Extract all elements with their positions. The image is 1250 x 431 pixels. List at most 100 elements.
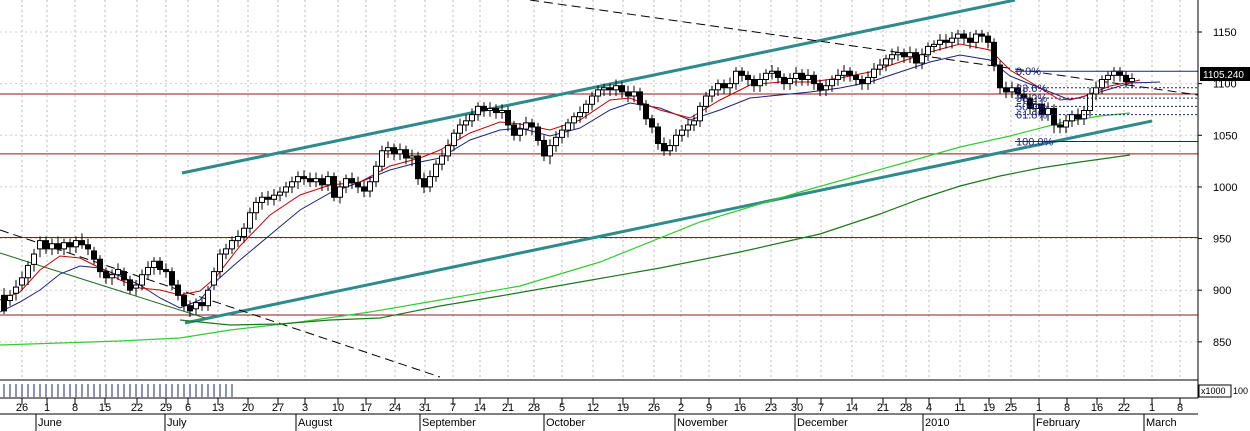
candle (961, 29, 967, 45)
candle (1075, 108, 1081, 125)
candle-body (865, 76, 871, 85)
candle (901, 48, 907, 63)
candle (403, 145, 409, 165)
candle (865, 71, 871, 90)
candle (763, 69, 769, 86)
candle-body (631, 91, 637, 97)
candle-body (259, 196, 265, 203)
volume-unit-box: x1000 100 (1198, 384, 1248, 398)
candle (649, 114, 655, 134)
candle (283, 181, 289, 198)
candle-body (835, 74, 841, 81)
candle (541, 135, 547, 162)
candle-body (997, 64, 1003, 89)
candle-body (1015, 87, 1021, 95)
ma-200-light (0, 112, 1131, 346)
candle-body (613, 85, 619, 91)
candle (331, 172, 337, 202)
candle-body (67, 242, 73, 248)
candlesticks (1, 29, 1135, 318)
candle (583, 100, 589, 119)
candle (385, 141, 391, 159)
candle-body (805, 74, 811, 81)
candle-body (1051, 107, 1057, 126)
candle-body (721, 83, 727, 89)
candle-body (91, 250, 97, 260)
candle (607, 83, 613, 97)
candle (19, 271, 25, 291)
candle (43, 236, 49, 255)
candle (319, 174, 325, 192)
candle (931, 40, 937, 53)
candle (91, 246, 97, 265)
candle (223, 243, 229, 260)
candle (691, 114, 697, 132)
x-month-label: November (677, 417, 728, 429)
candle (7, 290, 13, 306)
y-tick-label: 850 (1213, 337, 1231, 349)
y-tick-label: 1050 (1213, 130, 1237, 142)
candle (301, 170, 307, 185)
candle (1015, 83, 1021, 101)
x-tick-label: 8 (1177, 402, 1183, 414)
candle-body (379, 150, 385, 167)
candle (439, 149, 445, 171)
candle-body (673, 134, 679, 147)
candle (577, 106, 583, 123)
candle-body (571, 116, 577, 124)
candle-body (223, 248, 229, 255)
candle-body (367, 181, 373, 192)
candle-body (31, 253, 37, 265)
candle-body (949, 37, 955, 43)
x-month-label: March (1146, 417, 1177, 429)
candle (787, 73, 793, 90)
candle (235, 230, 241, 247)
candle (589, 91, 595, 111)
candle-body (967, 37, 973, 43)
candle (841, 65, 847, 82)
candle-body (493, 107, 499, 114)
candle-body (121, 271, 127, 281)
candle (511, 120, 517, 141)
candle (529, 118, 535, 136)
candle (871, 62, 877, 84)
candle (427, 170, 433, 193)
candle-body (559, 129, 565, 138)
candle (913, 48, 919, 70)
x-tick-label: 6 (185, 402, 191, 414)
candle (229, 236, 235, 255)
candle (421, 172, 427, 194)
candle-body (979, 33, 985, 37)
candle-body (553, 136, 559, 147)
x-tick-label: 19 (617, 402, 629, 414)
candle-body (853, 74, 859, 81)
candle (169, 267, 175, 291)
candle-body (1039, 103, 1045, 116)
candle (1129, 73, 1135, 88)
x-tick-label: 16 (734, 402, 746, 414)
x-tick-label: 13 (212, 402, 224, 414)
x-tick-label: 19 (983, 402, 995, 414)
candle (835, 69, 841, 86)
candle (163, 263, 169, 278)
candle-body (823, 85, 829, 91)
candle (643, 100, 649, 125)
candle-body (1117, 70, 1123, 76)
candle (31, 248, 37, 272)
candle-body (973, 33, 979, 43)
candle-body (793, 72, 799, 79)
candle (733, 67, 739, 90)
candle (1063, 114, 1069, 134)
fib-level-label: 38.2% (1016, 93, 1047, 105)
x-month-label: December (797, 417, 848, 429)
last-price-tag: 1105.240 (1200, 67, 1250, 81)
candle-body (691, 120, 697, 126)
candle-body (55, 243, 61, 250)
candle-body (1027, 97, 1033, 109)
candle (739, 67, 745, 82)
candle-body (709, 89, 715, 97)
candle-body (277, 191, 283, 196)
candle (853, 71, 859, 86)
candle-body (205, 289, 211, 307)
